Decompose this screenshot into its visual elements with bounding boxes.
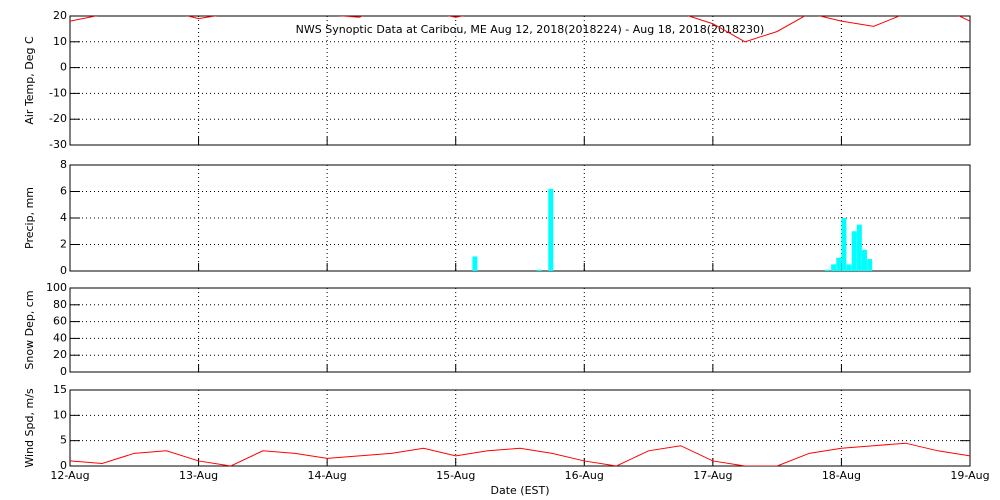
y-axis-label: Snow Dep, cm xyxy=(23,290,36,369)
y-tick-label: 20 xyxy=(53,348,67,361)
y-tick-label: 0 xyxy=(60,264,67,277)
x-tick-label: 15-Aug xyxy=(436,469,475,482)
y-tick-label: 2 xyxy=(60,238,67,251)
y-axis-label: Air Temp, Deg C xyxy=(23,36,36,125)
x-axis-label: Date (EST) xyxy=(490,484,549,497)
plot-frame xyxy=(69,287,971,373)
data-line xyxy=(70,16,970,43)
x-tick-label: 18-Aug xyxy=(822,469,861,482)
bar xyxy=(862,249,867,271)
bar xyxy=(472,256,478,271)
y-tick-label: 40 xyxy=(53,331,67,344)
y-tick-label: 0 xyxy=(60,365,67,378)
y-tick-label: 10 xyxy=(53,35,67,48)
bar xyxy=(831,264,837,271)
x-tick-label: 13-Aug xyxy=(179,469,218,482)
y-tick-label: 60 xyxy=(53,315,67,328)
y-tick-label: 20 xyxy=(53,9,67,22)
y-axis-label: Precip, mm xyxy=(23,187,36,249)
y-tick-label: -10 xyxy=(49,86,67,99)
y-tick-label: 4 xyxy=(60,211,67,224)
y-tick-label: 10 xyxy=(53,408,67,421)
chart-title: NWS Synoptic Data at Caribou, ME Aug 12,… xyxy=(296,23,765,36)
bar xyxy=(841,218,847,271)
x-tick-label: 14-Aug xyxy=(308,469,347,482)
data-line xyxy=(70,442,970,466)
y-tick-label: 5 xyxy=(60,434,67,447)
bar xyxy=(851,231,857,271)
y-tick-label: 8 xyxy=(60,158,67,171)
x-tick-label: 19-Aug xyxy=(950,469,989,482)
y-tick-label: 6 xyxy=(60,185,67,198)
plot-frame xyxy=(69,389,971,467)
bar xyxy=(846,264,852,271)
bar xyxy=(867,259,873,271)
bar xyxy=(836,257,842,271)
bar xyxy=(856,224,862,271)
y-tick-label: 15 xyxy=(53,383,67,396)
y-tick-label: 0 xyxy=(60,61,67,74)
x-tick-label: 16-Aug xyxy=(565,469,604,482)
bar xyxy=(548,188,554,271)
x-tick-label: 12-Aug xyxy=(50,469,89,482)
bar xyxy=(824,269,830,271)
y-tick-label: 0 xyxy=(60,459,67,472)
y-tick-label: 80 xyxy=(53,298,67,311)
bar xyxy=(536,269,542,271)
y-tick-label: -30 xyxy=(49,138,67,151)
y-tick-label: -20 xyxy=(49,112,67,125)
y-axis-label: Wind Spd, m/s xyxy=(23,388,36,468)
x-tick-label: 17-Aug xyxy=(693,469,732,482)
y-tick-label: 100 xyxy=(46,281,67,294)
